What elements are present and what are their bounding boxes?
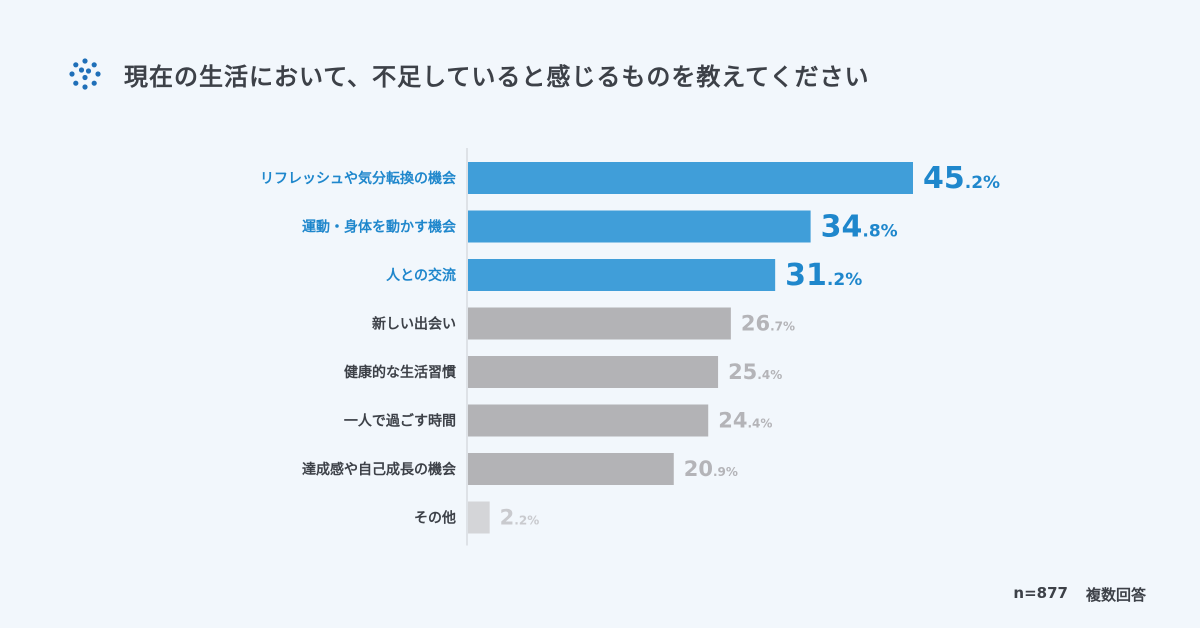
- category-label: その他: [414, 510, 456, 527]
- bar: [468, 501, 490, 534]
- bar: [468, 162, 913, 194]
- value-label: 25.4%: [728, 360, 782, 384]
- value-label: 31.2%: [785, 258, 862, 293]
- value-label: 26.7%: [741, 312, 795, 336]
- sample-size: n=877: [1013, 584, 1068, 602]
- bar: [468, 307, 731, 340]
- value-label: 20.9%: [684, 457, 738, 481]
- value-label: 2.2%: [500, 506, 540, 530]
- bar: [468, 404, 709, 437]
- category-label: 達成感や自己成長の機会: [302, 461, 457, 478]
- category-label: 健康的な生活習慣: [344, 364, 456, 381]
- chart-title: 現在の生活において、不足していると感じるものを教えてください: [124, 62, 870, 91]
- title-row: 現在の生活において、不足していると感じるものを教えてください: [66, 54, 869, 94]
- category-label: 新しい出会い: [372, 316, 456, 333]
- bar: [468, 259, 776, 291]
- answer-type-note: 複数回答: [1085, 586, 1146, 604]
- category-label: リフレッシュや気分転換の機会: [260, 170, 457, 187]
- value-label: 24.4%: [718, 409, 772, 433]
- dots-circle-icon: [69, 58, 101, 90]
- footnote: n=877 複数回答: [1013, 584, 1146, 605]
- category-label: 一人で過ごす時間: [344, 413, 456, 430]
- bar: [468, 356, 719, 388]
- category-label: 運動・身体を動かす機会: [302, 219, 457, 236]
- bar: [468, 210, 811, 243]
- value-label: 45.2%: [923, 161, 1000, 196]
- bar: [468, 453, 674, 485]
- category-label: 人との交流: [386, 267, 456, 284]
- value-label: 34.8%: [821, 210, 898, 245]
